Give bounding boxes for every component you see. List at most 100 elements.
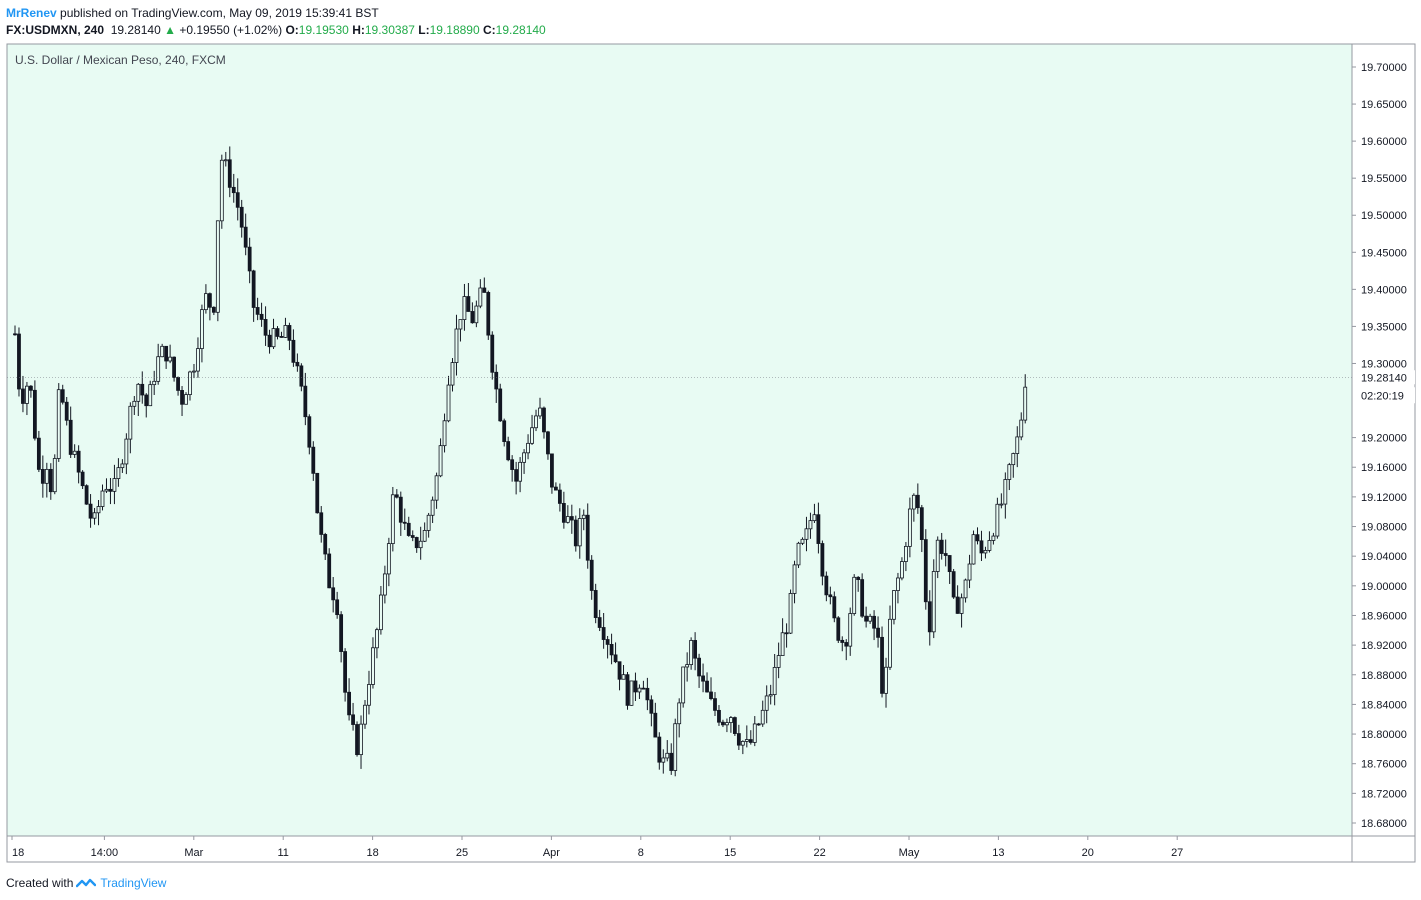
open-label: O: [285, 23, 299, 37]
x-tick-label: 8 [638, 847, 644, 859]
candle-body [140, 383, 145, 396]
candle-body [557, 489, 562, 504]
low-label: L: [418, 23, 430, 37]
candle-body [601, 627, 606, 640]
candle-body [971, 534, 976, 565]
candle-body [804, 528, 809, 540]
candle-body [729, 717, 733, 724]
price-chart[interactable]: U.S. Dollar / Mexican Peso, 240, FXCM 19.… [0, 0, 1421, 870]
candle-body [1015, 436, 1020, 454]
candle-body [784, 632, 789, 635]
candle-body [287, 325, 292, 341]
candle-body [633, 680, 638, 693]
last-price: 19.28140 [110, 23, 161, 37]
candle-body [355, 724, 359, 756]
x-tick-label: 13 [992, 847, 1004, 859]
candle-body [271, 328, 276, 348]
up-arrow-icon: ▲ [164, 23, 176, 37]
candle-body [323, 534, 328, 555]
candle-body [21, 388, 25, 404]
x-tick-label: 18 [12, 847, 24, 859]
candle-body [406, 522, 411, 536]
published-text: published on TradingView.com, May 09, 20… [60, 6, 379, 20]
author-link[interactable]: MrRenev [6, 6, 57, 20]
y-tick-label: 19.12000 [1361, 492, 1407, 504]
candle-body [60, 389, 65, 403]
last-price-label: 19.28140 [1361, 372, 1407, 384]
y-tick-label: 18.80000 [1361, 729, 1407, 741]
candle-body [585, 514, 590, 561]
candle-body [550, 453, 554, 488]
candle-body [820, 543, 825, 577]
candle-body [227, 159, 232, 188]
candle-body [375, 629, 379, 649]
candle-body [48, 468, 53, 493]
candle-body [128, 405, 133, 440]
candle-body [776, 655, 781, 668]
candle-body [44, 468, 49, 484]
candle-body [247, 246, 252, 272]
candle-body [243, 226, 248, 248]
candle-body [168, 356, 173, 362]
candle-body [434, 475, 439, 501]
created-with-label: Created with [6, 876, 74, 890]
chart-title: U.S. Dollar / Mexican Peso, 240, FXCM [15, 53, 226, 67]
candle-body [514, 469, 519, 482]
publish-header: MrRenev published on TradingView.com, Ma… [6, 5, 379, 21]
candle-body [13, 333, 17, 336]
candle-body [188, 371, 192, 395]
candle-body [713, 698, 717, 711]
candle-body [327, 553, 332, 589]
candle-body [458, 319, 463, 330]
candle-body [904, 545, 908, 562]
candle-body [494, 371, 499, 390]
candle-body [275, 328, 280, 337]
candle-body [17, 333, 21, 390]
candle-body [621, 674, 626, 680]
candle-body [927, 601, 932, 633]
candle-body [72, 450, 77, 455]
candle-body [311, 446, 316, 474]
footer: Created with TradingView [6, 875, 166, 891]
candle-body [896, 577, 900, 591]
candle-body [152, 380, 157, 386]
candle-body [339, 614, 344, 652]
candle-body [502, 420, 507, 442]
y-tick-label: 18.92000 [1361, 640, 1407, 652]
candle-body [609, 644, 614, 656]
candle-body [76, 450, 81, 473]
candle-body [931, 571, 936, 633]
candle-body [522, 452, 526, 463]
high-label: H: [352, 23, 365, 37]
candle-body [641, 687, 646, 690]
candle-body [649, 699, 654, 714]
close-label: C: [483, 23, 496, 37]
candle-body [84, 485, 89, 505]
candle-body [108, 488, 113, 492]
candle-body [490, 334, 495, 373]
candle-body [768, 694, 773, 697]
candle-body [363, 704, 367, 725]
x-tick-label: 20 [1082, 847, 1094, 859]
tradingview-brand[interactable]: TradingView [100, 876, 167, 890]
candle-body [939, 539, 944, 554]
candle-body [709, 691, 713, 699]
candle-body [919, 507, 924, 540]
candle-body [200, 309, 204, 349]
y-tick-label: 19.55000 [1361, 173, 1407, 185]
candle-body [999, 503, 1004, 506]
candle-body [685, 664, 690, 668]
candle-body [864, 615, 869, 622]
candle-body [518, 461, 523, 482]
candle-body [534, 415, 538, 429]
candle-body [554, 486, 558, 491]
high-value: 19.30387 [364, 23, 415, 37]
candle-body [605, 639, 610, 645]
candle-body [92, 512, 97, 519]
candle-body [418, 540, 423, 549]
candle-body [868, 615, 873, 622]
y-tick-label: 18.72000 [1361, 788, 1407, 800]
candle-body [204, 293, 208, 311]
candle-body [470, 311, 475, 324]
y-tick-label: 18.76000 [1361, 759, 1407, 771]
